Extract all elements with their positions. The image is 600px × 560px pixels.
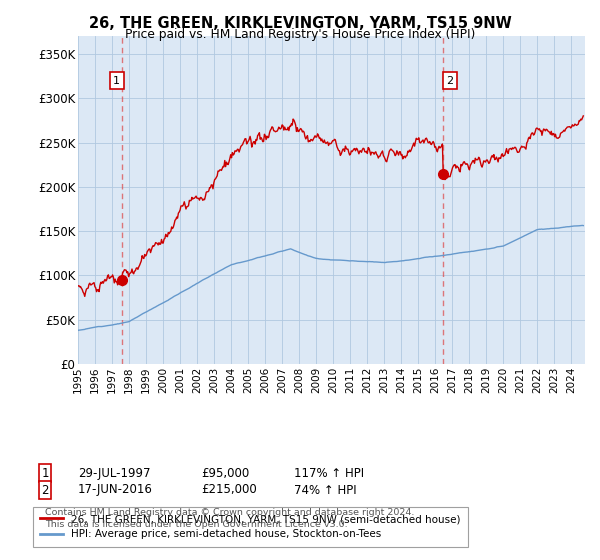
Text: Price paid vs. HM Land Registry's House Price Index (HPI): Price paid vs. HM Land Registry's House … [125, 28, 475, 41]
Text: 17-JUN-2016: 17-JUN-2016 [78, 483, 153, 497]
Text: 2: 2 [446, 76, 454, 86]
Text: Contains HM Land Registry data © Crown copyright and database right 2024.
This d: Contains HM Land Registry data © Crown c… [45, 508, 415, 529]
Text: 29-JUL-1997: 29-JUL-1997 [78, 466, 151, 480]
Text: 1: 1 [113, 76, 120, 86]
Text: £215,000: £215,000 [201, 483, 257, 497]
Text: £95,000: £95,000 [201, 466, 249, 480]
Text: 2: 2 [41, 483, 49, 497]
Text: 117% ↑ HPI: 117% ↑ HPI [294, 466, 364, 480]
Text: 1: 1 [41, 466, 49, 480]
Text: 26, THE GREEN, KIRKLEVINGTON, YARM, TS15 9NW: 26, THE GREEN, KIRKLEVINGTON, YARM, TS15… [89, 16, 511, 31]
Text: 74% ↑ HPI: 74% ↑ HPI [294, 483, 356, 497]
Legend: 26, THE GREEN, KIRKLEVINGTON, YARM, TS15 9NW (semi-detached house), HPI: Average: 26, THE GREEN, KIRKLEVINGTON, YARM, TS15… [32, 507, 468, 547]
